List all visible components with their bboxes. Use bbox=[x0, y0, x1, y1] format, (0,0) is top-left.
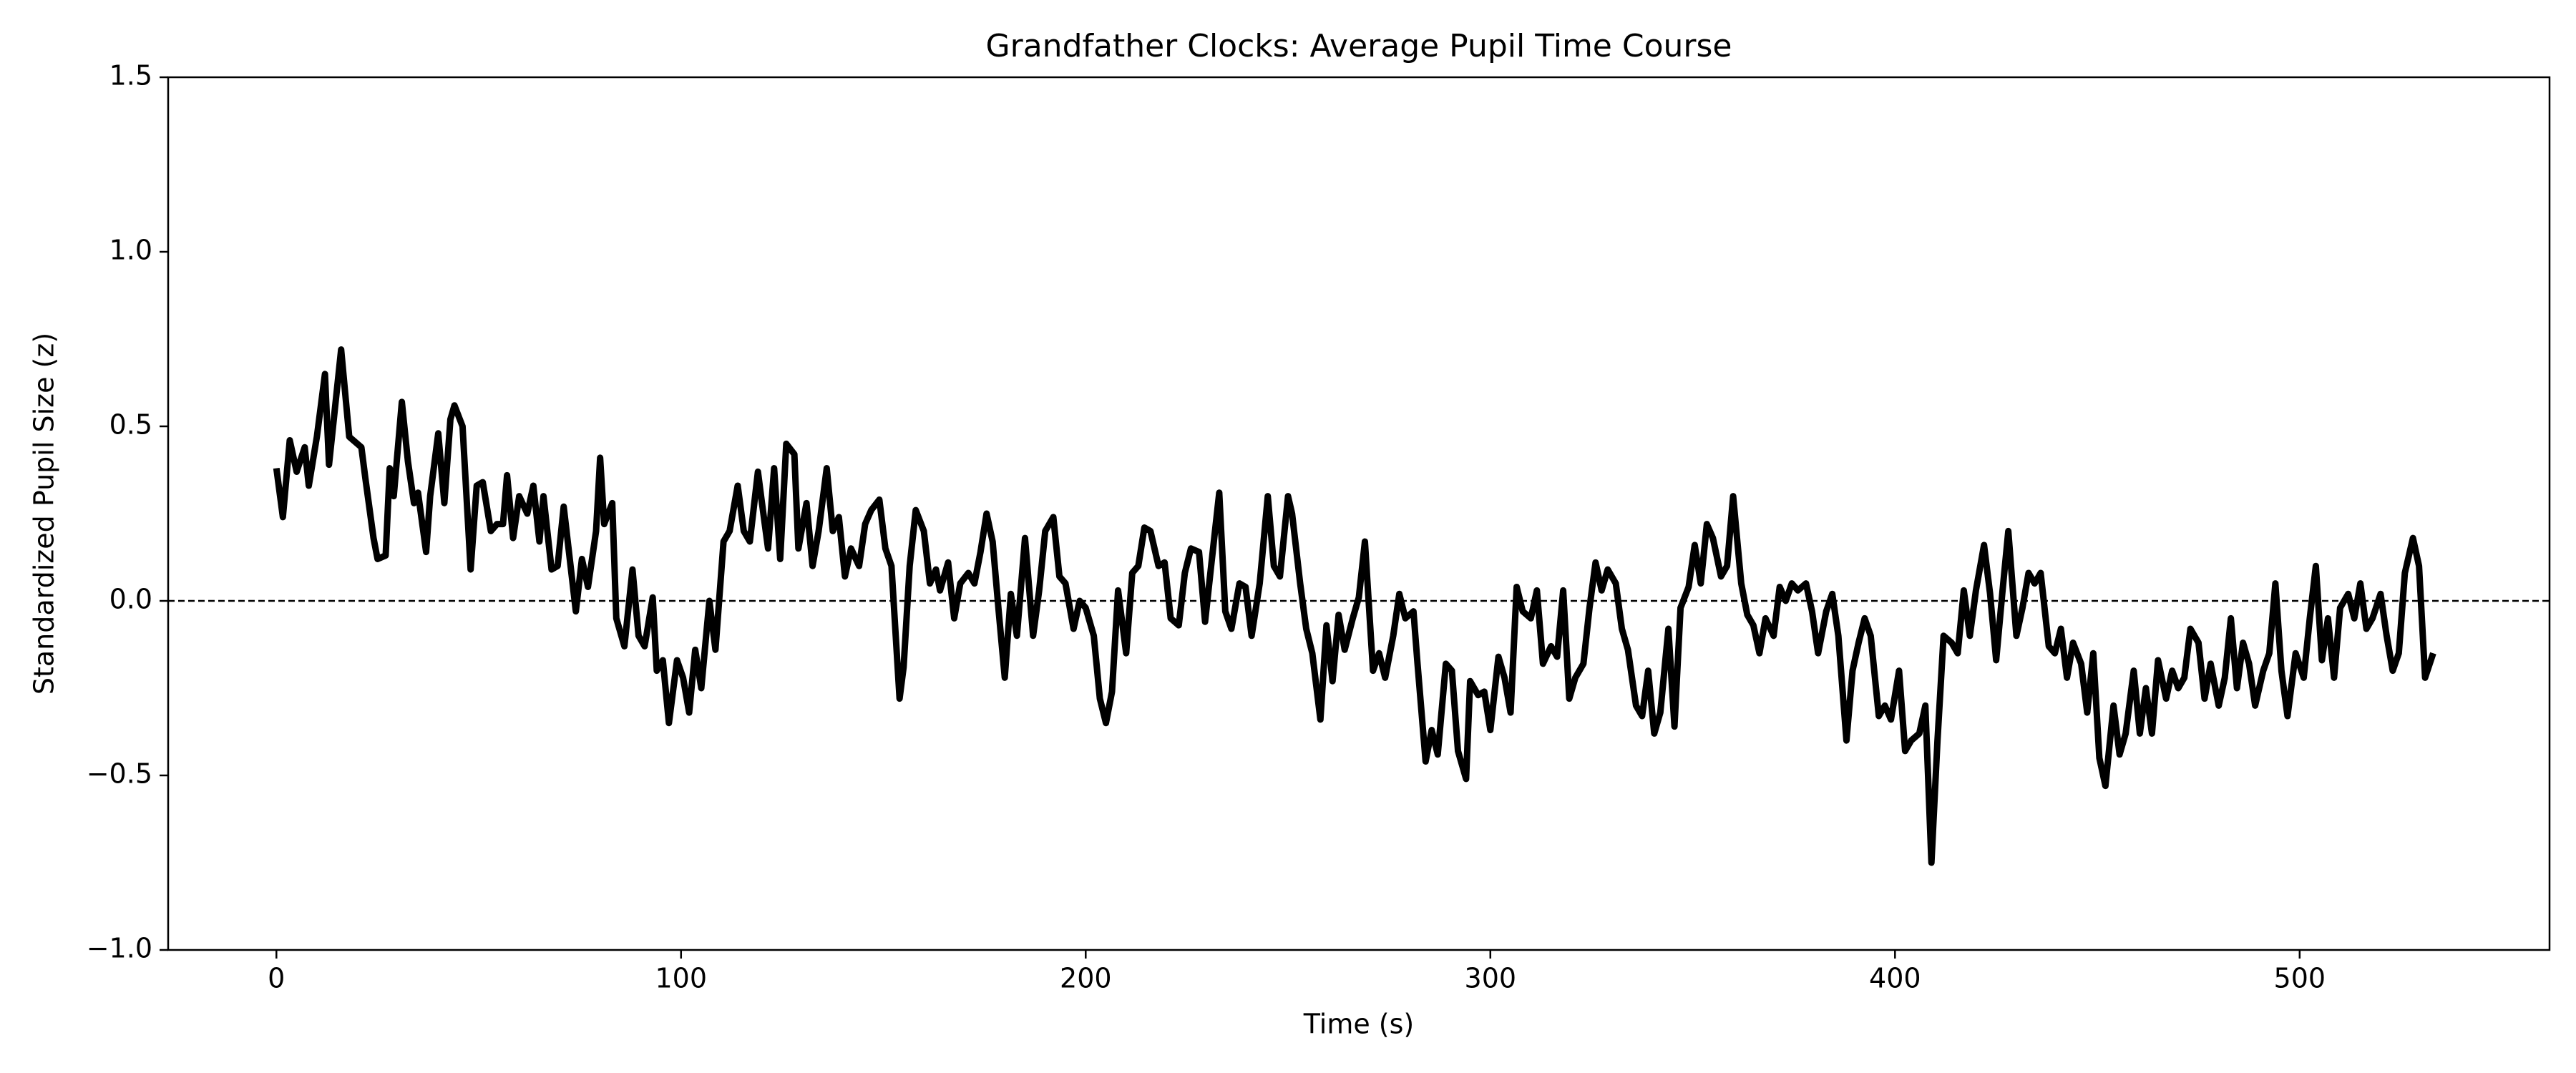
x-tick-label: 200 bbox=[1060, 963, 1112, 994]
x-tick-label: 0 bbox=[268, 963, 285, 994]
x-tick-label: 300 bbox=[1465, 963, 1517, 994]
y-tick-label: −0.5 bbox=[87, 758, 152, 790]
chart-title: Grandfather Clocks: Average Pupil Time C… bbox=[986, 28, 1732, 64]
x-tick-label: 500 bbox=[2274, 963, 2326, 994]
x-axis-label: Time (s) bbox=[1303, 1009, 1415, 1040]
y-tick-label: −1.0 bbox=[87, 933, 152, 964]
y-tick-label: 0.5 bbox=[109, 409, 152, 441]
y-tick-label: 1.5 bbox=[109, 60, 152, 92]
y-axis-label: Standardized Pupil Size (z) bbox=[29, 333, 60, 695]
y-tick-label: 0.0 bbox=[109, 584, 152, 615]
y-tick-label: 1.0 bbox=[109, 235, 152, 266]
plot-frame bbox=[167, 76, 2551, 951]
x-tick-label: 400 bbox=[1869, 963, 1921, 994]
x-tick-label: 100 bbox=[655, 963, 708, 994]
data-line bbox=[273, 346, 2436, 866]
